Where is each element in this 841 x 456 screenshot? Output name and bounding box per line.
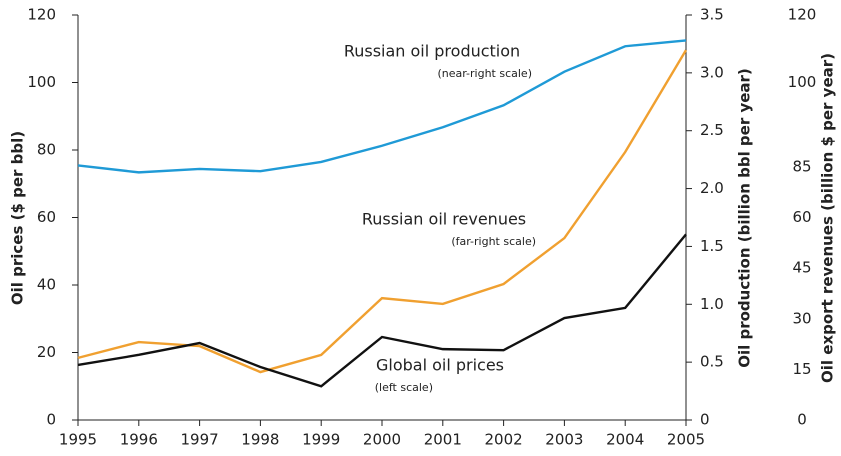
tick-label: 2.5 [700, 121, 724, 139]
series-line [77, 233, 687, 388]
series-label: Global oil prices [376, 356, 504, 375]
x-tick-label: 1996 [120, 431, 158, 449]
series-line [77, 39, 687, 174]
series-label: Russian oil revenues [362, 210, 526, 229]
x-tick-label: 1995 [59, 431, 97, 449]
tick-label: 60 [792, 208, 811, 226]
x-tick-label: 2000 [363, 431, 401, 449]
tick-label: 1.0 [700, 295, 724, 313]
tick-label: 45 [792, 259, 811, 277]
x-tick-label: 1997 [181, 431, 219, 449]
x-tick-label: 1999 [302, 431, 340, 449]
series-line [77, 49, 688, 374]
tick-label: 0 [797, 411, 807, 429]
tick-label: 2.0 [700, 179, 724, 197]
tick-label: 3.5 [700, 6, 724, 24]
x-tick-label: 2002 [485, 431, 523, 449]
tick-label: 85 [792, 157, 811, 175]
tick-label: 20 [37, 343, 56, 361]
series-note: (left scale) [375, 381, 433, 394]
tick-label: 120 [27, 6, 56, 24]
tick-label: 15 [792, 360, 811, 378]
tick-label: 1.5 [700, 237, 724, 255]
tick-label: 80 [37, 141, 56, 159]
tick-label: 40 [37, 276, 56, 294]
y2-axis-label: Oil production (billion bbl per year) [736, 68, 754, 368]
tick-label: 0.5 [700, 353, 724, 371]
x-tick-label: 2003 [545, 431, 583, 449]
x-tick-label: 1998 [241, 431, 279, 449]
tick-label: 100 [27, 73, 56, 91]
tick-label: 60 [37, 208, 56, 226]
series-note: (near-right scale) [437, 67, 532, 80]
tick-label: 0 [46, 411, 56, 429]
x-tick-label: 2001 [424, 431, 462, 449]
x-tick-label: 2004 [606, 431, 644, 449]
tick-label: 30 [792, 309, 811, 327]
series-note: (far-right scale) [451, 235, 536, 248]
tick-label: 3.0 [700, 63, 724, 81]
x-tick-label: 2005 [667, 431, 705, 449]
y3-axis-label: Oil export revenues (billion $ per year) [819, 53, 837, 383]
tick-label: 0 [700, 411, 710, 429]
y-axis-label: Oil prices ($ per bbl) [9, 131, 27, 305]
tick-label: 100 [788, 73, 817, 91]
tick-label: 120 [788, 6, 817, 24]
series-label: Russian oil production [344, 42, 520, 61]
